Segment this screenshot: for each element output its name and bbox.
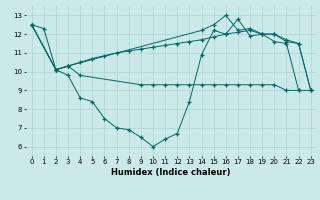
- X-axis label: Humidex (Indice chaleur): Humidex (Indice chaleur): [111, 168, 231, 177]
